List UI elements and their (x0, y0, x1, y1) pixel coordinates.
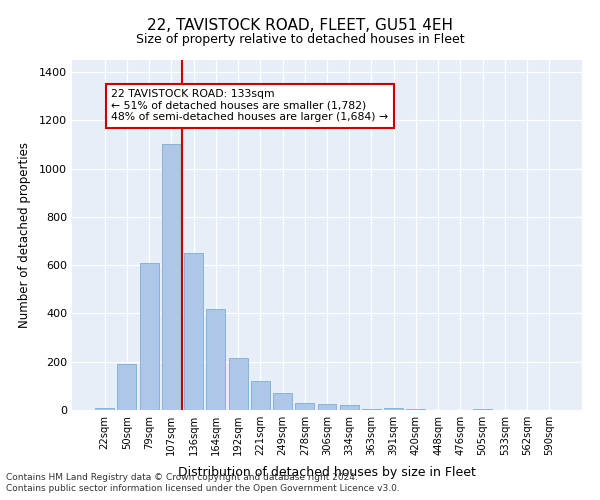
Bar (118, 364, 136, 410)
Bar (140, 263, 158, 410)
Text: Contains public sector information licensed under the Open Government Licence v3: Contains public sector information licen… (6, 484, 400, 493)
Bar (362, 409, 381, 410)
Bar (473, 409, 492, 410)
Text: 22, TAVISTOCK ROAD, FLEET, GU51 4EH: 22, TAVISTOCK ROAD, FLEET, GU51 4EH (147, 18, 453, 32)
Text: 22 TAVISTOCK ROAD: 133sqm
← 51% of detached houses are smaller (1,782)
48% of se: 22 TAVISTOCK ROAD: 133sqm ← 51% of detac… (112, 89, 388, 122)
Text: Size of property relative to detached houses in Fleet: Size of property relative to detached ho… (136, 32, 464, 46)
Bar (273, 393, 292, 410)
Bar (340, 405, 359, 410)
Bar (251, 381, 270, 410)
Bar (229, 358, 248, 410)
Bar (384, 408, 403, 410)
Bar (295, 403, 314, 410)
Bar (406, 409, 425, 410)
Y-axis label: Number of detached properties: Number of detached properties (17, 142, 31, 328)
Bar (184, 253, 203, 410)
Text: Contains HM Land Registry data © Crown copyright and database right 2024.: Contains HM Land Registry data © Crown c… (6, 473, 358, 482)
Bar (162, 144, 181, 410)
Bar (206, 308, 225, 410)
Bar (317, 404, 337, 410)
X-axis label: Distribution of detached houses by size in Fleet: Distribution of detached houses by size … (178, 466, 476, 479)
Bar (95, 408, 114, 410)
